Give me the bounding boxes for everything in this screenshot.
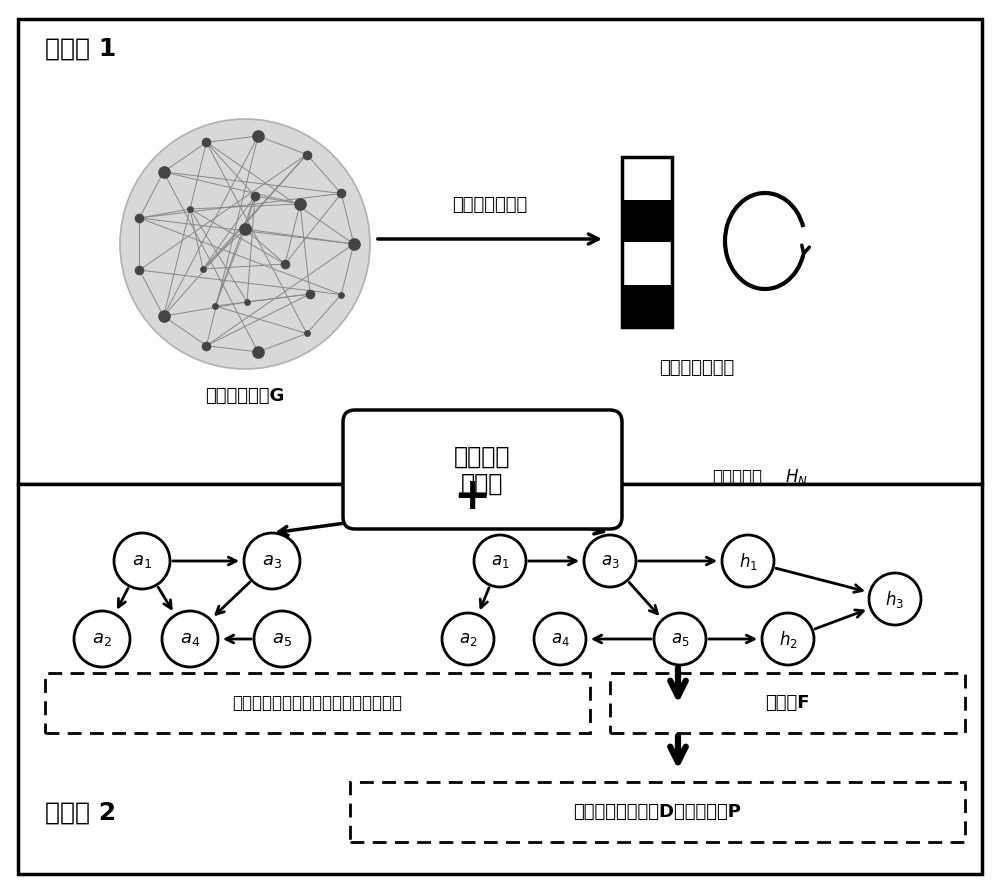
Circle shape [74,611,130,667]
Circle shape [869,573,921,625]
Circle shape [584,535,636,587]
Circle shape [722,535,774,587]
Bar [350,782,965,842]
Text: 全科知识图谱G: 全科知识图谱G [205,387,285,405]
Text: $a_1$: $a_1$ [491,552,509,570]
Text: $a_3$: $a_3$ [601,552,619,570]
Point [302,287,318,301]
Circle shape [762,613,814,665]
Bar [622,157,672,327]
Bar [18,19,982,484]
Bar [610,673,965,733]
Point [237,222,253,236]
Text: 预测层F: 预测层F [765,694,809,712]
Circle shape [254,611,310,667]
Point [182,202,198,216]
Bar [622,284,672,327]
Point [299,326,315,340]
Text: $a_1$: $a_1$ [132,552,152,570]
Text: 推理节点集: 推理节点集 [712,468,762,486]
Point [346,236,362,251]
Point [207,299,223,313]
Text: 患者初始临床诊疗数据集S: 患者初始临床诊疗数据集S [131,680,253,698]
Point [198,135,214,149]
Point [156,164,172,179]
Point [247,188,263,203]
Bar [622,199,672,242]
Bar [622,157,672,199]
FancyBboxPatch shape [343,410,622,529]
Circle shape [114,533,170,589]
Bar [622,242,672,284]
Circle shape [474,535,526,587]
Text: $a_5$: $a_5$ [272,630,292,648]
Text: $a_5$: $a_5$ [671,630,689,647]
Point [131,211,147,225]
Circle shape [442,613,494,665]
Point [333,287,349,301]
Text: 注意力捕
捉模块: 注意力捕 捉模块 [454,444,511,495]
Text: 子系统 2: 子系统 2 [45,801,116,825]
Text: $h_1$: $h_1$ [739,550,757,572]
Point [250,129,266,143]
Point [292,196,308,211]
Text: $a_2$: $a_2$ [459,630,477,647]
Text: 全局向量化表示: 全局向量化表示 [659,359,735,377]
Point [198,339,214,353]
Point [156,309,172,324]
Text: $a_3$: $a_3$ [262,552,282,570]
Circle shape [162,611,218,667]
Text: $H_N$: $H_N$ [785,467,808,487]
Text: $a_4$: $a_4$ [551,630,569,647]
Point [277,257,293,271]
Text: +: + [453,475,491,517]
Point [299,148,315,162]
Text: 个性化认知图谱ς: 个性化认知图谱ς [638,680,718,698]
Text: 变体图神经网络认知图谱节点状态更新: 变体图神经网络认知图谱节点状态更新 [232,694,402,712]
Circle shape [120,119,370,369]
Text: $h_2$: $h_2$ [779,629,797,650]
Circle shape [654,613,706,665]
Text: 变体图神经网络: 变体图神经网络 [452,196,528,214]
Circle shape [534,613,586,665]
Point [250,345,266,359]
Text: $a_4$: $a_4$ [180,630,200,648]
Bar [18,484,982,874]
Point [239,295,255,309]
Text: $a_2$: $a_2$ [92,630,112,648]
Circle shape [244,533,300,589]
Text: 子系统 1: 子系统 1 [45,37,116,61]
Bar [45,673,590,733]
Text: $h_3$: $h_3$ [885,589,905,610]
Text: 诊疗过程患者疾病D和治疗方式P: 诊疗过程患者疾病D和治疗方式P [573,803,741,821]
Point [195,262,211,276]
Point [333,187,349,201]
Point [131,263,147,277]
